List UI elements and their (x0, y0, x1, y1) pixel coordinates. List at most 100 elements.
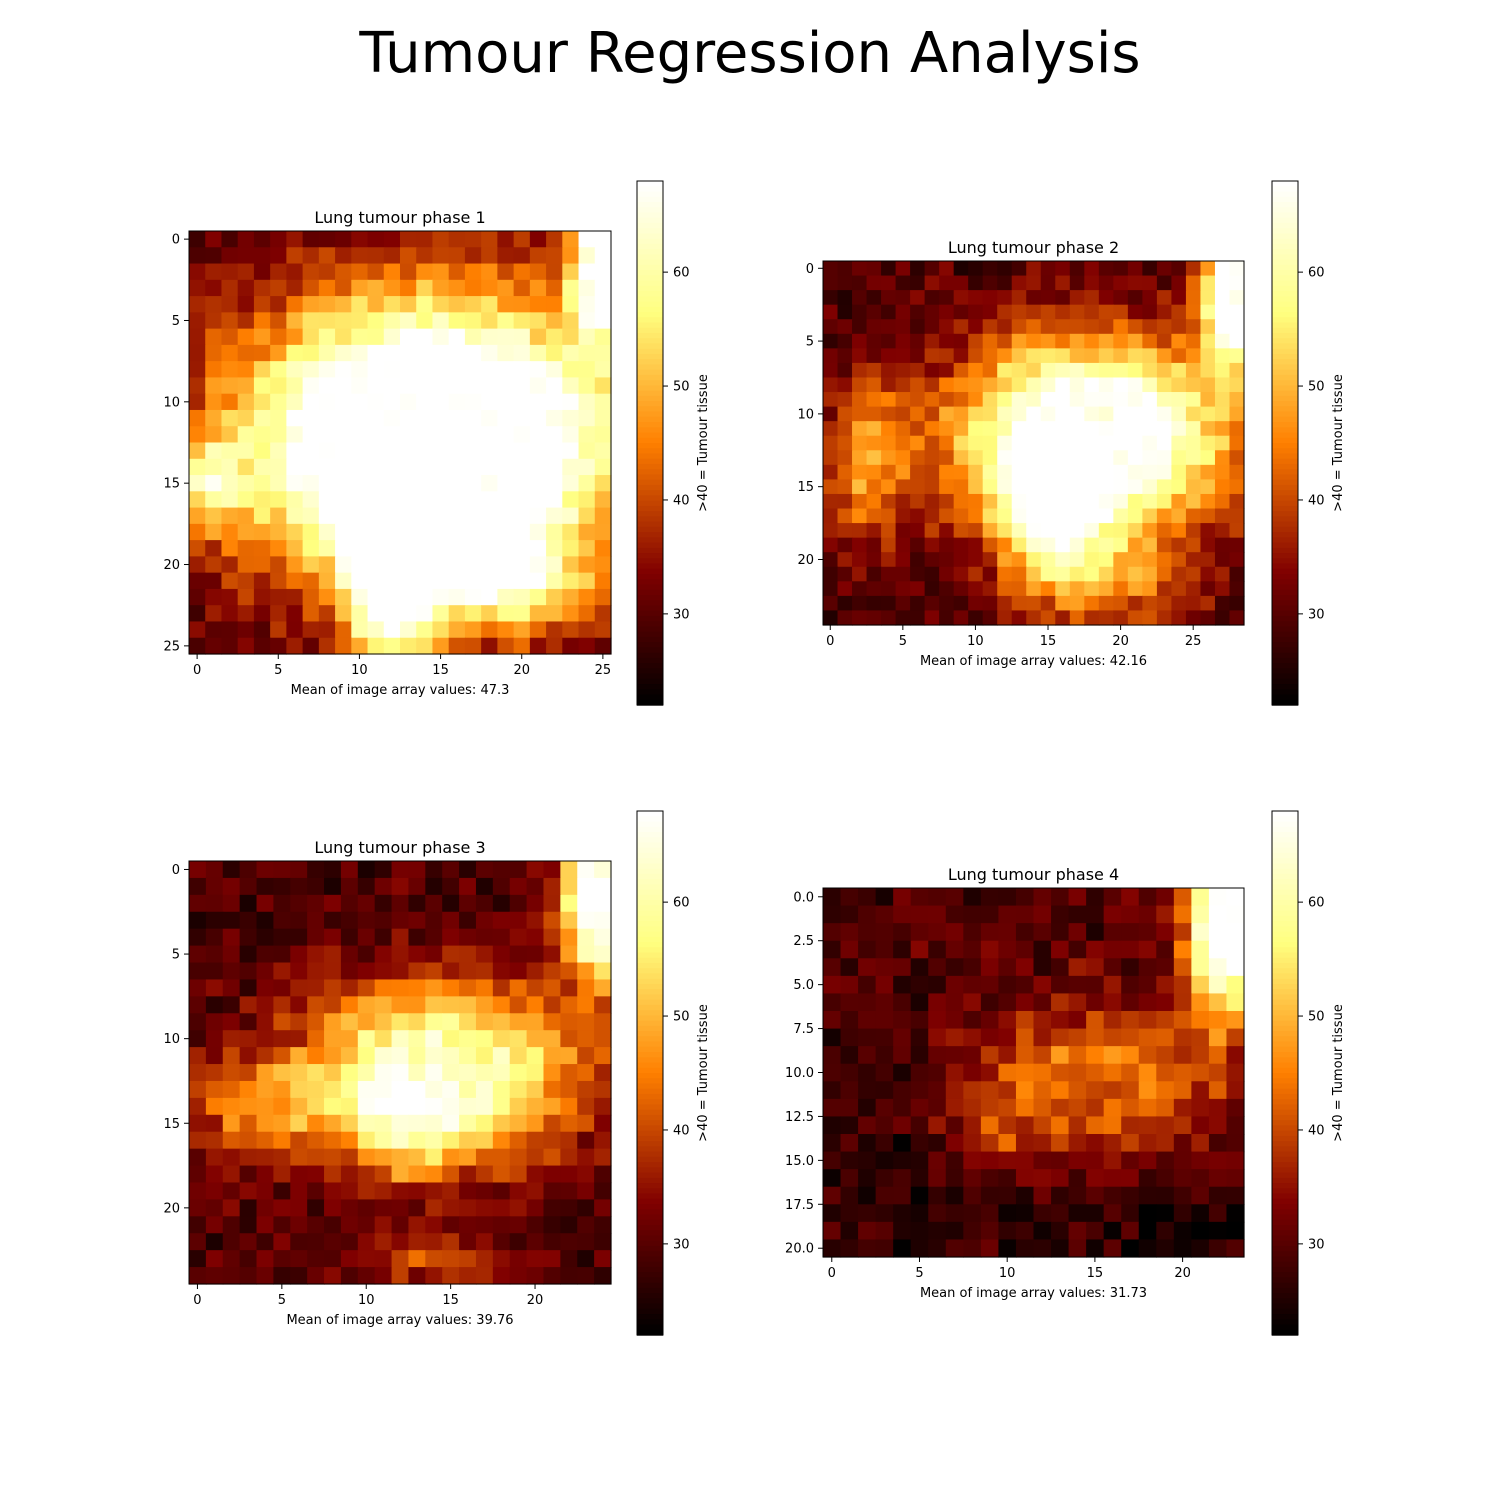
heatmap-cell (910, 523, 926, 539)
heatmap-cell (475, 996, 494, 1014)
heatmap-cell (578, 296, 596, 313)
colorbar-band (1272, 1193, 1298, 1200)
colorbar-band (1272, 1025, 1298, 1032)
heatmap-cell (416, 361, 434, 379)
colorbar-band (637, 285, 663, 292)
heatmap-cell (237, 377, 255, 395)
heatmap-cell (1069, 435, 1085, 451)
colorbar-band (1272, 642, 1298, 649)
heatmap-cell (577, 1216, 595, 1234)
colorbar-band (1272, 364, 1298, 371)
heatmap-cell (253, 556, 271, 574)
y-tick-label: 17.5 (785, 1198, 814, 1213)
heatmap-cell (1026, 348, 1042, 364)
heatmap-cell (253, 475, 271, 492)
heatmap-cell (546, 475, 563, 492)
colorbar-band (1272, 1083, 1298, 1090)
heatmap-cell (1055, 304, 1071, 320)
heatmap-cell (391, 1233, 410, 1251)
heatmap-cell (286, 458, 304, 476)
colorbar-band (637, 532, 663, 539)
heatmap-cell (307, 1080, 325, 1099)
heatmap-cell (408, 911, 426, 930)
heatmap-cell (980, 1081, 1000, 1100)
heatmap-cell (1026, 523, 1042, 539)
heatmap-cell (1084, 333, 1100, 349)
heatmap-cell (823, 450, 839, 466)
colorbar-band (637, 1078, 663, 1085)
heatmap-cell (273, 1216, 291, 1234)
heatmap-cell (893, 1081, 912, 1100)
heatmap-cell (273, 911, 291, 930)
heatmap-cell (335, 491, 352, 509)
x-tick-label: 0 (826, 634, 834, 649)
heatmap-cell (492, 877, 511, 896)
heatmap-cell (875, 1046, 894, 1065)
heatmap-cell (481, 458, 498, 476)
heatmap-cell (1173, 1028, 1192, 1047)
colorbar-band (637, 406, 663, 413)
heatmap-cell (1121, 1204, 1140, 1223)
heatmap-cell (189, 312, 206, 330)
heatmap-cell (1191, 1046, 1210, 1065)
heatmap-cell (318, 637, 336, 655)
heatmap-cell (307, 1182, 325, 1200)
heatmap-cell (1055, 523, 1071, 539)
heatmap-cell (1033, 1028, 1052, 1047)
heatmap-cell (481, 296, 498, 313)
heatmap-cell (1086, 1116, 1105, 1135)
heatmap-cell (205, 996, 224, 1014)
heatmap-cell (351, 523, 369, 541)
heatmap-cell (1171, 493, 1187, 510)
heatmap-cell (464, 523, 482, 541)
heatmap-cell (1226, 1028, 1245, 1047)
heatmap-cell (221, 588, 239, 606)
heatmap-cell (1011, 566, 1027, 582)
heatmap-cell (442, 1080, 460, 1099)
heatmap-cell (256, 1097, 274, 1116)
heatmap-cell (273, 962, 291, 981)
x-axis-label: Mean of image array values: 42.16 (920, 654, 1147, 669)
y-tick-label: 12.5 (785, 1110, 814, 1125)
heatmap-cell (492, 1216, 511, 1234)
heatmap-cell (205, 377, 223, 395)
heatmap-cell (448, 279, 466, 297)
heatmap-cell (1033, 905, 1052, 924)
heatmap-cell (1084, 304, 1100, 320)
heatmap-cell (513, 556, 531, 574)
heatmap-cell (391, 877, 410, 896)
heatmap-cell (273, 1114, 291, 1133)
heatmap-panel-1: Lung tumour phase 10 5 10 15 20 250510152025M… (163, 180, 711, 706)
heatmap-cell (577, 1199, 595, 1217)
heatmap-cell (1113, 537, 1129, 553)
heatmap-cell (1015, 1063, 1035, 1082)
heatmap-cell (893, 958, 912, 977)
heatmap-cell (953, 319, 969, 335)
heatmap-cell (858, 1239, 877, 1258)
x-tick-label: 10 (351, 663, 368, 678)
heatmap-cell (578, 491, 596, 509)
heatmap-cell (189, 491, 206, 509)
heatmap-cell (924, 435, 940, 451)
heatmap-cell (1033, 1169, 1052, 1188)
heatmap-cell (475, 1216, 494, 1234)
heatmap-cell (858, 1151, 877, 1170)
heatmap-cell (526, 877, 545, 896)
heatmap-cell (866, 581, 882, 597)
heatmap-cell (1068, 1098, 1087, 1118)
heatmap-cell (577, 945, 595, 964)
heatmap-cell (1026, 566, 1042, 582)
panel-title: Lung tumour phase 1 (314, 208, 485, 227)
heatmap-cell (840, 1028, 859, 1047)
heatmap-cell (1185, 362, 1202, 379)
heatmap-cell (875, 923, 894, 942)
heatmap-cell (1226, 1046, 1245, 1065)
heatmap-cell (425, 1131, 443, 1150)
heatmap-cell (1011, 493, 1027, 510)
heatmap-cell (1156, 348, 1173, 364)
heatmap-cell (1055, 348, 1071, 364)
heatmap-cell (577, 894, 595, 913)
heatmap-cell (400, 263, 417, 281)
colorbar-band (1272, 484, 1298, 491)
heatmap-cell (895, 464, 911, 480)
